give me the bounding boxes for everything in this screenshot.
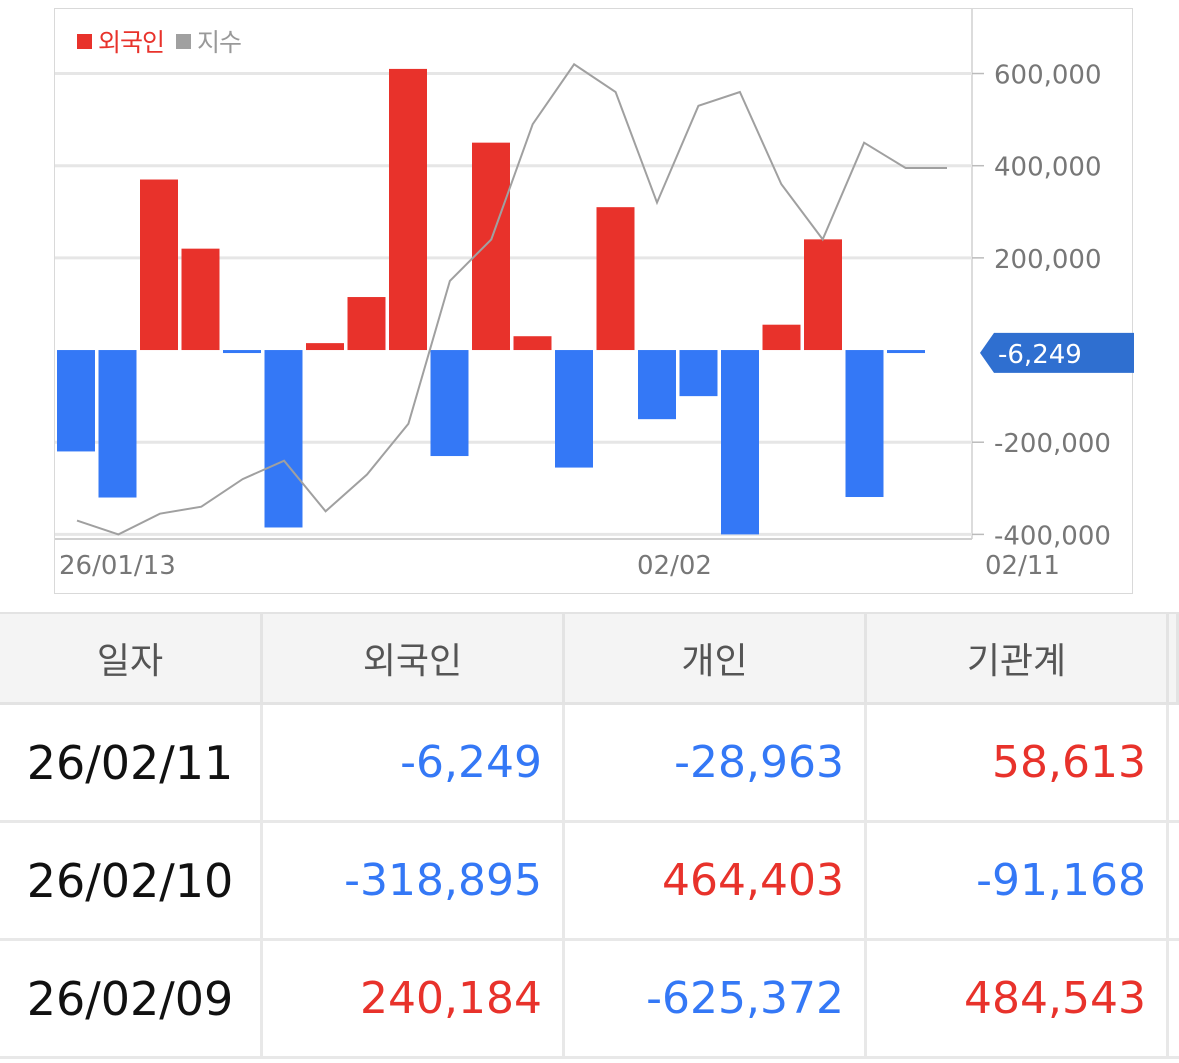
chart-legend: 외국인 지수: [77, 23, 253, 59]
legend-swatch-foreign: [77, 33, 92, 49]
bar: [140, 179, 178, 351]
bar: [638, 350, 676, 420]
cell-individual: -625,372: [565, 941, 867, 1056]
bar: [347, 297, 386, 351]
bar: [679, 350, 718, 397]
bar: [596, 207, 635, 351]
investor-chart: 600,000 400,000 200,000 -200,000 -400,000 26/…: [54, 8, 1134, 594]
header-date[interactable]: 일자: [0, 614, 263, 702]
bar: [472, 142, 510, 351]
cell-overflow: [1169, 941, 1179, 1056]
cell-foreign: 240,184: [263, 941, 565, 1056]
y-tick-label: -400,000: [994, 521, 1111, 551]
bar: [721, 350, 759, 535]
legend-item-index: 지수: [176, 23, 242, 59]
x-tick-label: 26/01/13: [59, 551, 176, 581]
header-institution[interactable]: 기관계: [867, 614, 1169, 702]
cell-date: 26/02/09: [0, 941, 263, 1056]
header-individual[interactable]: 개인: [565, 614, 867, 702]
table-body: 26/02/11 -6,249 -28,963 58,613 26/02/10 -318,…: [0, 705, 1179, 1059]
bar: [57, 350, 95, 452]
x-tick-label: 02/02: [637, 551, 712, 581]
y-tick-label: 200,000: [994, 245, 1102, 275]
cell-overflow: [1169, 823, 1179, 938]
legend-item-foreign: 외국인: [77, 23, 165, 59]
bar: [555, 350, 593, 468]
bar: [845, 350, 884, 498]
y-tick-label: -200,000: [994, 429, 1111, 459]
current-value-tag: [980, 332, 1134, 373]
cell-date: 26/02/11: [0, 705, 263, 820]
cell-individual: -28,963: [565, 705, 867, 820]
cell-overflow: [1169, 705, 1179, 820]
bar: [762, 324, 801, 351]
cell-foreign: -6,249: [263, 705, 565, 820]
bar: [804, 239, 842, 351]
bar: [306, 343, 344, 351]
legend-swatch-index: [176, 33, 192, 49]
y-tick-label: 600,000: [994, 61, 1102, 91]
table-row[interactable]: 26/02/09 240,184 -625,372 484,543: [0, 941, 1179, 1059]
bar: [389, 68, 427, 351]
table-header: 일자 외국인 개인 기관계: [0, 612, 1179, 705]
bar: [513, 336, 552, 351]
legend-label-foreign: 외국인: [98, 28, 165, 57]
current-value-label: -6,249: [998, 340, 1082, 370]
bar: [98, 350, 137, 498]
y-tick-label: 400,000: [994, 153, 1102, 183]
bar: [887, 350, 925, 354]
cell-foreign: -318,895: [263, 823, 565, 938]
header-overflow: [1169, 614, 1179, 702]
table-row[interactable]: 26/02/11 -6,249 -28,963 58,613: [0, 705, 1179, 823]
bar: [223, 350, 261, 354]
chart-canvas: 600,000 400,000 200,000 -200,000 -400,000 26/…: [55, 9, 1134, 581]
bar: [430, 350, 469, 457]
bar: [264, 350, 303, 528]
x-tick-label: 02/11: [985, 551, 1060, 581]
investor-table: 일자 외국인 개인 기관계 26/02/11 -6,249 -28,963 58,61…: [0, 612, 1179, 1059]
table-row[interactable]: 26/02/10 -318,895 464,403 -91,168: [0, 823, 1179, 941]
header-foreign[interactable]: 외국인: [263, 614, 565, 702]
cell-institution: -91,168: [867, 823, 1169, 938]
cell-institution: 58,613: [867, 705, 1169, 820]
legend-label-index: 지수: [197, 28, 242, 57]
cell-date: 26/02/10: [0, 823, 263, 938]
index-line: [76, 62, 947, 536]
bar: [181, 248, 220, 351]
cell-institution: 484,543: [867, 941, 1169, 1056]
cell-individual: 464,403: [565, 823, 867, 938]
